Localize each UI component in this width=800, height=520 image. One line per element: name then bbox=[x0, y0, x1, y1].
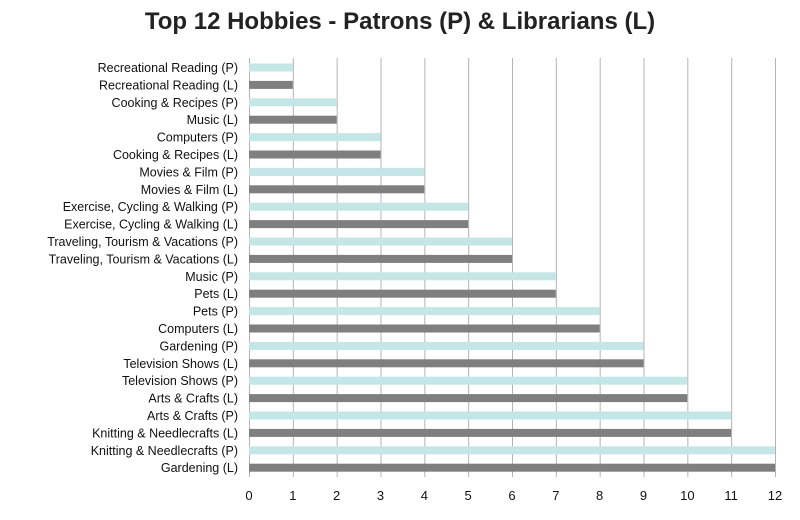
category-label: Knitting & Needlecrafts (L) bbox=[92, 426, 238, 440]
category-label: Traveling, Tourism & Vacations (P) bbox=[47, 235, 238, 249]
bar-3 bbox=[249, 115, 337, 124]
bar-17 bbox=[249, 359, 644, 368]
category-label: Movies & Film (L) bbox=[141, 183, 238, 197]
category-label: Television Shows (L) bbox=[123, 357, 238, 371]
category-label: Knitting & Needlecrafts (P) bbox=[91, 444, 238, 458]
bar-2 bbox=[249, 98, 337, 107]
category-label: Recreational Reading (P) bbox=[98, 61, 238, 75]
x-tick-label: 10 bbox=[680, 488, 694, 503]
category-label: Music (L) bbox=[187, 113, 238, 127]
chart-title: Top 12 Hobbies - Patrons (P) & Librarian… bbox=[144, 8, 656, 35]
bar-4 bbox=[249, 133, 381, 142]
x-tick-label: 6 bbox=[508, 488, 515, 503]
category-label: Gardening (P) bbox=[159, 339, 238, 353]
x-tick-label: 12 bbox=[768, 488, 782, 503]
bar-5 bbox=[249, 150, 381, 159]
bar-8 bbox=[249, 202, 469, 211]
x-tick-label: 1 bbox=[289, 488, 296, 503]
bar-6 bbox=[249, 167, 425, 176]
category-label: Computers (L) bbox=[158, 322, 238, 336]
bar-10 bbox=[249, 237, 512, 246]
bars bbox=[249, 63, 775, 472]
bar-1 bbox=[249, 80, 293, 89]
category-labels: Recreational Reading (P) Recreational Rea… bbox=[47, 61, 238, 475]
bar-20 bbox=[249, 411, 732, 420]
category-label: Exercise, Cycling & Walking (L) bbox=[64, 218, 238, 232]
category-label: Gardening (L) bbox=[161, 461, 238, 475]
x-tick-label: 4 bbox=[421, 488, 428, 503]
bar-19 bbox=[249, 394, 688, 403]
category-label: Movies & Film (P) bbox=[139, 165, 238, 179]
x-tick-label: 8 bbox=[596, 488, 603, 503]
category-label: Cooking & Recipes (P) bbox=[112, 96, 238, 110]
bar-23 bbox=[249, 463, 775, 472]
category-label: Pets (L) bbox=[194, 287, 238, 301]
bar-13 bbox=[249, 289, 556, 298]
category-label: Recreational Reading (L) bbox=[99, 78, 238, 92]
bar-21 bbox=[249, 428, 732, 437]
bar-18 bbox=[249, 376, 688, 385]
x-tick-label: 0 bbox=[245, 488, 252, 503]
grid-lines bbox=[249, 58, 776, 477]
bar-7 bbox=[249, 185, 425, 194]
x-tick-label: 5 bbox=[465, 488, 472, 503]
bar-22 bbox=[249, 446, 775, 455]
x-tick-label: 9 bbox=[640, 488, 647, 503]
category-label: Arts & Crafts (P) bbox=[147, 409, 238, 423]
bar-11 bbox=[249, 254, 512, 263]
x-axis-tick-labels: 0 1 2 3 4 5 6 7 8 9 10 11 12 bbox=[245, 488, 782, 503]
category-label: Computers (P) bbox=[157, 131, 238, 145]
x-tick-label: 2 bbox=[333, 488, 340, 503]
bar-9 bbox=[249, 220, 469, 229]
x-tick-label: 7 bbox=[552, 488, 559, 503]
x-tick-label: 3 bbox=[377, 488, 384, 503]
category-label: Traveling, Tourism & Vacations (L) bbox=[49, 252, 238, 266]
category-label: Cooking & Recipes (L) bbox=[113, 148, 238, 162]
bar-12 bbox=[249, 272, 556, 281]
bar-14 bbox=[249, 307, 600, 316]
category-label: Arts & Crafts (L) bbox=[148, 392, 238, 406]
category-label: Pets (P) bbox=[193, 305, 238, 319]
category-label: Television Shows (P) bbox=[122, 374, 238, 388]
bar-15 bbox=[249, 324, 600, 333]
category-label: Music (P) bbox=[185, 270, 238, 284]
category-label: Exercise, Cycling & Walking (P) bbox=[63, 200, 238, 214]
x-tick-label: 11 bbox=[724, 488, 738, 503]
bar-16 bbox=[249, 341, 644, 350]
bar-0 bbox=[249, 63, 293, 72]
